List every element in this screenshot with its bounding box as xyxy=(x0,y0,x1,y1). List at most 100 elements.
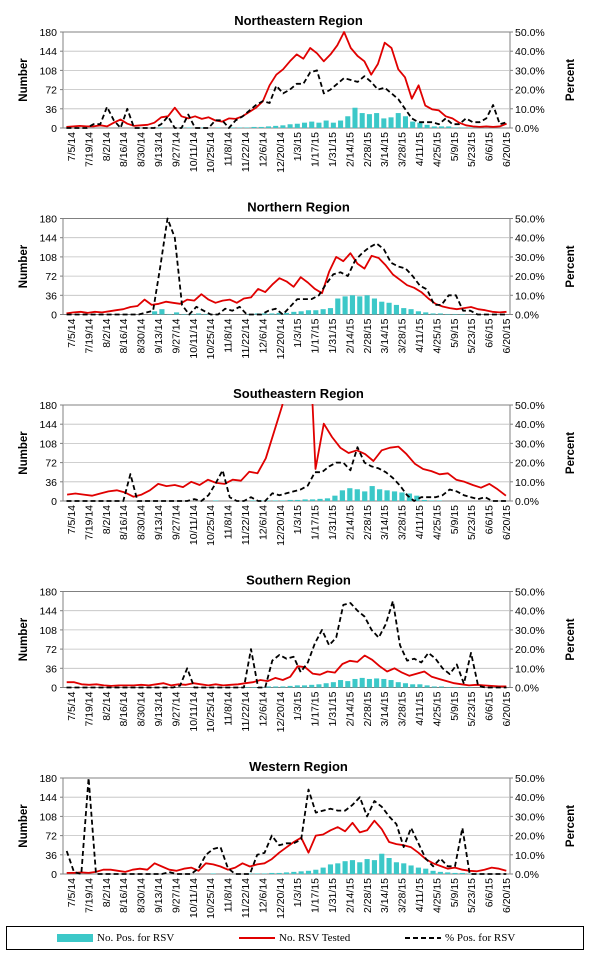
y2-tick-label: 30.0% xyxy=(515,625,545,637)
x-tick-label: 8/2/14 xyxy=(101,132,113,161)
x-tick-label: 9/13/14 xyxy=(153,132,165,167)
x-tick-label: 4/11/15 xyxy=(414,878,426,912)
bar xyxy=(354,489,360,501)
x-tick-label: 10/25/14 xyxy=(205,318,217,359)
x-tick-label: 6/6/15 xyxy=(484,132,496,161)
x-tick-label: 4/11/15 xyxy=(414,318,426,352)
x-tick-label: 7/5/14 xyxy=(66,505,78,534)
bar xyxy=(467,686,473,688)
bar xyxy=(453,127,459,128)
y2-tick-label: 10.0% xyxy=(515,104,545,116)
y-tick-label: 36 xyxy=(45,477,57,489)
y-tick-label: 0 xyxy=(51,123,57,135)
bar xyxy=(421,499,427,501)
bar xyxy=(424,685,430,688)
y2-tick-label: 40.0% xyxy=(515,233,545,245)
bar xyxy=(298,871,304,874)
legend-bar-swatch xyxy=(57,934,93,942)
x-tick-label: 9/13/14 xyxy=(153,318,165,353)
bar xyxy=(401,863,407,874)
bar xyxy=(408,865,414,874)
bar xyxy=(159,309,165,315)
x-tick-label: 9/27/14 xyxy=(170,505,182,540)
x-tick-label: 9/27/14 xyxy=(170,132,182,167)
bar xyxy=(269,313,275,315)
x-tick-label: 9/13/14 xyxy=(153,691,165,726)
bar xyxy=(313,869,319,874)
bar xyxy=(460,686,466,688)
x-tick-label: 6/6/15 xyxy=(484,691,496,720)
x-tick-label: 10/25/14 xyxy=(205,691,217,732)
x-tick-label: 3/14/15 xyxy=(379,318,391,353)
legend-tested-swatch xyxy=(239,937,275,939)
x-tick-label: 8/16/14 xyxy=(118,318,130,353)
y2-tick-label: 40.0% xyxy=(515,419,545,431)
bar xyxy=(467,127,473,128)
y2-tick-label: 50.0% xyxy=(515,27,545,39)
x-tick-label: 10/25/14 xyxy=(205,132,217,173)
bar xyxy=(196,313,202,315)
x-tick-label: 7/19/14 xyxy=(83,691,95,726)
bar xyxy=(313,310,319,315)
x-tick-label: 6/20/15 xyxy=(501,505,513,540)
bar xyxy=(406,493,413,501)
y-axis-label: Number xyxy=(18,58,30,102)
x-tick-label: 2/28/15 xyxy=(362,878,374,913)
chart-panel-4: Western Region 0 0.0% 36 10.0% 72 20.0% 108 30.0… xyxy=(18,759,577,919)
x-tick-label: 3/14/15 xyxy=(379,691,391,726)
bar xyxy=(414,495,420,501)
bar xyxy=(446,686,452,688)
bar xyxy=(460,127,466,128)
pct-positive-line xyxy=(66,69,507,129)
y-tick-label: 0 xyxy=(51,683,57,695)
x-tick-label: 5/23/15 xyxy=(466,505,478,540)
plot-series xyxy=(66,217,507,316)
y2-tick-label: 30.0% xyxy=(515,438,545,450)
bar xyxy=(320,309,326,315)
x-tick-label: 4/25/15 xyxy=(431,132,443,167)
bar xyxy=(338,680,344,688)
bar xyxy=(349,860,356,874)
legend-item-pct: % Pos. for RSV xyxy=(405,932,515,944)
bar xyxy=(338,120,344,128)
bar xyxy=(327,308,334,315)
x-tick-label: 10/11/14 xyxy=(188,878,200,918)
tested-line xyxy=(66,654,507,688)
bar xyxy=(323,120,329,128)
chart-title: Southeastern Region xyxy=(233,386,364,401)
plot-area xyxy=(62,591,511,688)
tested-line xyxy=(66,404,507,498)
x-tick-label: 6/20/15 xyxy=(501,132,513,167)
plot-area xyxy=(62,404,511,502)
bar xyxy=(371,298,377,315)
y2-tick-label: 10.0% xyxy=(515,477,545,489)
bar xyxy=(309,684,315,688)
x-tick-label: 2/28/15 xyxy=(362,318,374,353)
bar xyxy=(272,500,278,501)
legend-tested-label: No. RSV Tested xyxy=(279,932,351,944)
pct-positive-line xyxy=(66,600,507,689)
x-tick-label: 1/31/15 xyxy=(327,318,339,353)
y-tick-label: 108 xyxy=(39,252,57,264)
bar xyxy=(401,308,407,315)
bar xyxy=(174,312,180,315)
plot-series xyxy=(66,31,507,129)
y-tick-label: 72 xyxy=(45,458,57,470)
bar xyxy=(438,686,445,688)
x-tick-label: 5/9/15 xyxy=(449,132,461,161)
x-tick-label: 6/6/15 xyxy=(484,505,496,534)
tested-line xyxy=(66,819,507,874)
bar xyxy=(415,867,421,874)
bar xyxy=(362,491,368,501)
x-tick-label: 11/8/14 xyxy=(223,878,235,912)
y-tick-label: 0 xyxy=(51,869,57,881)
bar xyxy=(395,113,401,128)
y2-axis-label: Percent xyxy=(565,245,577,287)
bar xyxy=(384,490,390,501)
chart-title: Northern Region xyxy=(247,200,350,215)
y2-tick-label: 0.0% xyxy=(515,310,539,322)
x-tick-label: 12/6/14 xyxy=(257,318,269,353)
charts-canvas: Northeastern Region 0 0.0% 36 10.0% 72 20.0% 10… xyxy=(18,13,577,919)
legend-item-bars: No. Pos. for RSV xyxy=(57,932,174,944)
x-tick-label: 12/6/14 xyxy=(257,505,269,540)
